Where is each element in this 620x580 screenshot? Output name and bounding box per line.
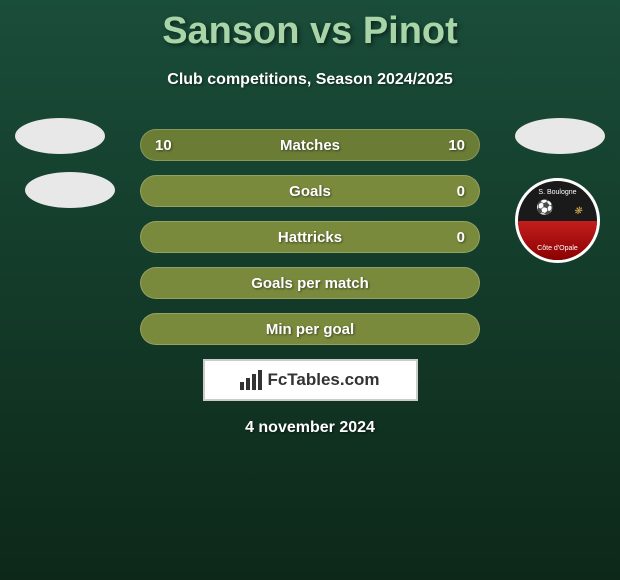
player-left-avatar	[15, 118, 105, 154]
player-right-avatar	[515, 118, 605, 154]
brand-text: FcTables.com	[267, 370, 379, 390]
stat-row-matches: 10 Matches 10	[140, 129, 480, 161]
brand-logo: FcTables.com	[203, 359, 418, 401]
stat-right-value: 10	[448, 137, 465, 154]
badge-ball-icon: ⚽	[536, 199, 553, 216]
stat-label: Min per goal	[266, 321, 354, 338]
stat-right-value: 0	[457, 229, 465, 246]
stat-row-hattricks: Hattricks 0	[140, 221, 480, 253]
chart-icon	[240, 370, 262, 390]
stat-row-goals: Goals 0	[140, 175, 480, 207]
badge-flourish-icon: ❋	[574, 206, 582, 217]
stat-right-value: 0	[457, 183, 465, 200]
club-left-avatar	[25, 172, 115, 208]
club-right-badge: S. Boulogne ⚽ ❋ Côte d'Opale	[515, 178, 600, 263]
badge-top-text: S. Boulogne	[538, 189, 576, 196]
page-title: Sanson vs Pinot	[0, 0, 620, 53]
stat-left-value: 10	[155, 137, 172, 154]
stat-label: Goals	[289, 183, 331, 200]
stat-label: Matches	[280, 137, 340, 154]
subtitle: Club competitions, Season 2024/2025	[0, 71, 620, 89]
stat-row-goals-per-match: Goals per match	[140, 267, 480, 299]
date-text: 4 november 2024	[0, 419, 620, 437]
stat-row-min-per-goal: Min per goal	[140, 313, 480, 345]
badge-bottom-text: Côte d'Opale	[537, 245, 578, 252]
stat-label: Goals per match	[251, 275, 369, 292]
badge-red-half	[518, 221, 597, 261]
stat-label: Hattricks	[278, 229, 342, 246]
